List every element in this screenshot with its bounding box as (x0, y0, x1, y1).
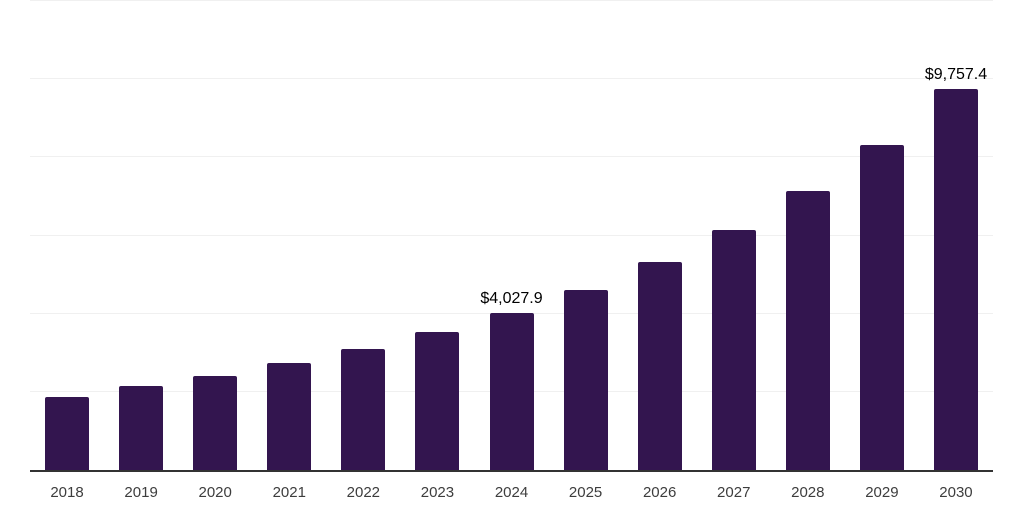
x-tick-2018: 2018 (50, 484, 84, 501)
bar-slot-2022 (326, 1, 400, 470)
gridline-10000 (30, 78, 993, 80)
x-axis-line (30, 470, 993, 472)
x-tick-2027: 2027 (717, 484, 751, 501)
bar-slot-2025 (549, 1, 623, 470)
bar-2024 (489, 312, 534, 470)
gridline-12000 (30, 0, 993, 1)
x-tick-2028: 2028 (791, 484, 825, 501)
bars: $4,027.9 $9,757.4 (30, 1, 993, 470)
x-tick-2029: 2029 (865, 484, 899, 501)
bar-slot-2028 (771, 1, 845, 470)
x-tick-2026: 2026 (642, 484, 677, 501)
x-tick-2023: 2023 (420, 484, 455, 501)
bar-slot-2023 (400, 1, 474, 470)
x-axis-labels: 2018 2019 2020 2021 2022 2023 2024 2025 2026 2027… (30, 484, 993, 501)
x-tick-2021: 2021 (272, 484, 306, 501)
bar-2030 (933, 88, 978, 470)
bar-slot-2024: $4,027.9 (474, 1, 548, 470)
bar-2029 (859, 145, 904, 470)
x-tick-2019: 2019 (124, 484, 158, 501)
x-tick-2030: 2030 (939, 484, 973, 501)
bar-slot-2018 (30, 1, 104, 470)
bar-2019 (119, 386, 164, 470)
x-tick-2022: 2022 (346, 484, 381, 501)
gridline-6000 (30, 234, 993, 236)
data-label-2024: $4,027.9 (480, 289, 543, 307)
bar-slot-2029 (845, 1, 919, 470)
bar-slot-2030: $9,757.4 (919, 1, 993, 470)
bar-2018 (45, 397, 90, 470)
bar-slot-2026 (623, 1, 697, 470)
bar-slot-2019 (104, 1, 178, 470)
x-tick-2020: 2020 (198, 484, 232, 501)
x-tick-2024: 2024 (494, 484, 529, 501)
bar-2026 (637, 262, 682, 470)
bar-slot-2021 (252, 1, 326, 470)
bar-slot-2027 (697, 1, 771, 470)
bar-2022 (341, 349, 386, 470)
bar-2025 (563, 290, 608, 470)
bar-2023 (415, 332, 460, 470)
bar-2020 (193, 376, 238, 470)
gridline-8000 (30, 156, 993, 158)
bar-slot-2020 (178, 1, 252, 470)
bar-2021 (267, 363, 312, 470)
bar-2027 (711, 230, 756, 470)
data-label-2030: $9,757.4 (924, 65, 988, 83)
bar-2028 (785, 191, 830, 470)
plot-area: $4,027.9 $9,757.4 (30, 0, 993, 472)
x-tick-2025: 2025 (568, 484, 603, 501)
